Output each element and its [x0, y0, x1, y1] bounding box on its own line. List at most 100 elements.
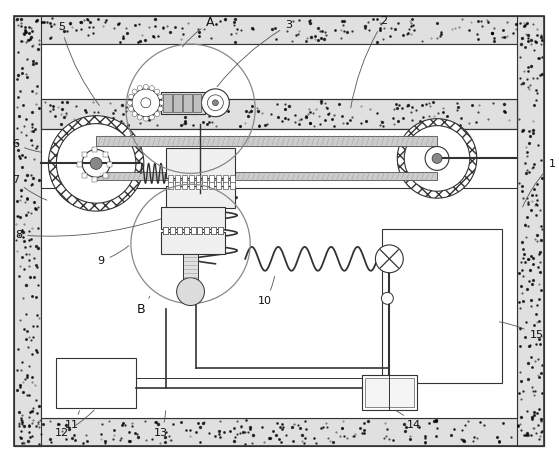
- Circle shape: [132, 89, 137, 94]
- Circle shape: [149, 85, 154, 90]
- Circle shape: [201, 89, 229, 117]
- Bar: [103, 173, 108, 178]
- Text: 15: 15: [499, 322, 543, 340]
- Circle shape: [158, 106, 163, 112]
- Bar: [188, 182, 193, 189]
- Bar: [163, 94, 172, 112]
- Text: 7: 7: [12, 175, 47, 200]
- Bar: [205, 227, 210, 234]
- Bar: [177, 227, 182, 234]
- Text: B: B: [136, 296, 150, 317]
- Bar: [174, 182, 179, 189]
- Bar: [183, 254, 198, 279]
- Bar: [210, 175, 215, 183]
- Circle shape: [155, 89, 159, 94]
- Bar: [366, 378, 414, 407]
- Bar: [210, 182, 215, 189]
- Bar: [13, 418, 544, 446]
- Bar: [161, 232, 225, 254]
- Bar: [224, 175, 228, 183]
- Text: 9: 9: [97, 246, 129, 266]
- Bar: [161, 207, 225, 229]
- Bar: [182, 175, 187, 183]
- Bar: [41, 129, 517, 188]
- Circle shape: [90, 157, 102, 169]
- Bar: [219, 227, 224, 234]
- Circle shape: [397, 119, 477, 198]
- Text: 5: 5: [58, 22, 100, 106]
- Bar: [161, 92, 206, 114]
- Bar: [191, 227, 196, 234]
- Circle shape: [49, 116, 144, 211]
- Bar: [168, 182, 173, 189]
- Circle shape: [177, 278, 205, 306]
- Circle shape: [129, 94, 134, 99]
- Text: 2: 2: [350, 16, 387, 108]
- Bar: [219, 227, 224, 234]
- Bar: [177, 227, 182, 234]
- Circle shape: [141, 98, 151, 108]
- Circle shape: [56, 123, 136, 203]
- Bar: [107, 162, 112, 168]
- Circle shape: [159, 100, 164, 105]
- Bar: [165, 186, 235, 208]
- Bar: [92, 177, 97, 182]
- Circle shape: [138, 85, 142, 90]
- Bar: [202, 182, 207, 189]
- Bar: [13, 17, 41, 446]
- Bar: [192, 94, 201, 112]
- Bar: [224, 182, 228, 189]
- Circle shape: [155, 112, 159, 117]
- Circle shape: [132, 112, 137, 117]
- Circle shape: [207, 95, 224, 111]
- Bar: [96, 172, 437, 180]
- Circle shape: [129, 106, 134, 112]
- Bar: [517, 17, 544, 446]
- Circle shape: [138, 115, 142, 120]
- Bar: [173, 94, 182, 112]
- Circle shape: [143, 84, 148, 90]
- Circle shape: [376, 245, 403, 273]
- Bar: [41, 44, 517, 418]
- Bar: [183, 227, 188, 234]
- Bar: [82, 152, 87, 157]
- Text: 11: 11: [65, 411, 79, 430]
- Circle shape: [82, 150, 110, 177]
- Bar: [103, 152, 108, 157]
- Circle shape: [132, 89, 160, 117]
- Bar: [196, 175, 201, 183]
- Circle shape: [127, 100, 132, 105]
- Circle shape: [425, 146, 449, 170]
- Text: 14: 14: [397, 411, 421, 430]
- Circle shape: [381, 292, 394, 304]
- Bar: [230, 175, 235, 183]
- Bar: [197, 227, 202, 234]
- Bar: [82, 173, 87, 178]
- Bar: [174, 175, 179, 183]
- Text: 8: 8: [15, 219, 161, 240]
- Bar: [165, 149, 235, 178]
- Bar: [230, 182, 235, 189]
- Bar: [163, 227, 168, 234]
- Circle shape: [432, 153, 442, 163]
- Circle shape: [158, 94, 163, 99]
- Bar: [382, 229, 501, 383]
- Bar: [196, 182, 201, 189]
- Bar: [170, 227, 174, 234]
- Text: 13: 13: [154, 411, 168, 438]
- Bar: [191, 227, 196, 234]
- Bar: [182, 182, 187, 189]
- Text: 6: 6: [12, 139, 41, 152]
- Text: 3: 3: [217, 20, 292, 87]
- Bar: [216, 182, 221, 189]
- Bar: [211, 227, 216, 234]
- Bar: [41, 99, 517, 129]
- Bar: [170, 227, 174, 234]
- Text: 1: 1: [523, 158, 556, 207]
- Circle shape: [149, 115, 154, 120]
- Bar: [96, 135, 437, 146]
- Bar: [216, 175, 221, 183]
- Bar: [92, 147, 97, 152]
- Bar: [188, 175, 193, 183]
- Bar: [183, 227, 188, 234]
